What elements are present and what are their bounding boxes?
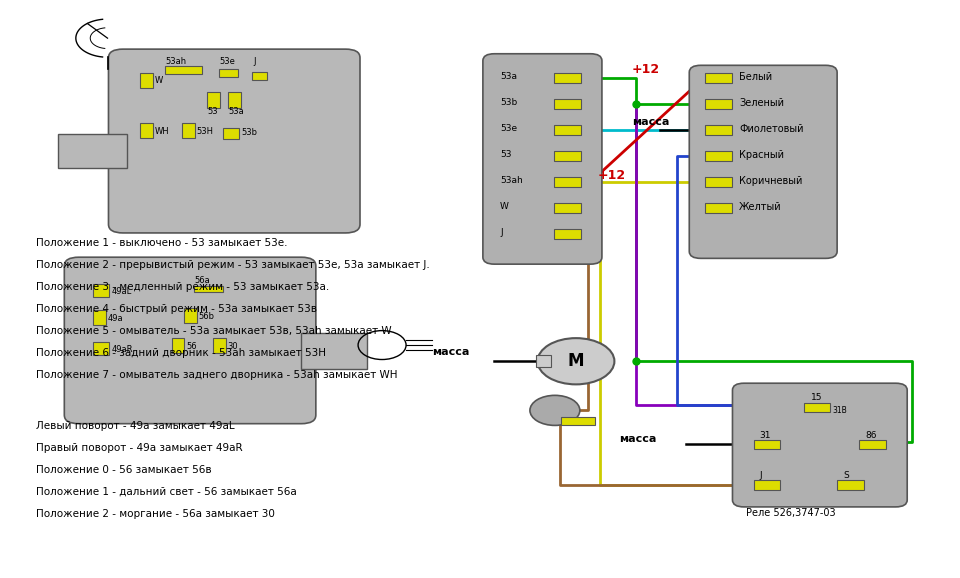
Bar — [561, 417, 595, 425]
Text: 53: 53 — [500, 150, 512, 159]
Text: 53H: 53H — [197, 127, 214, 135]
Text: Красный: Красный — [739, 150, 784, 160]
Text: Реле 526,3747-03: Реле 526,3747-03 — [746, 508, 835, 518]
Text: масса: масса — [432, 347, 469, 357]
Text: Правый поворот - 49а замыкает 49aR: Правый поворот - 49а замыкает 49aR — [36, 443, 243, 453]
Text: Положение 4 - быстрый режим - 53а замыкает 53в: Положение 4 - быстрый режим - 53а замыка… — [36, 304, 318, 314]
Text: 49a: 49a — [108, 314, 123, 323]
Text: 49aR: 49aR — [111, 345, 132, 354]
Text: W: W — [500, 202, 509, 211]
Text: масса: масса — [632, 117, 669, 127]
Text: 30: 30 — [228, 342, 238, 351]
Bar — [554, 125, 581, 135]
Bar — [223, 128, 239, 139]
Circle shape — [538, 338, 614, 384]
Text: Положение 6 - задний дворник - 53ah замыкает 53H: Положение 6 - задний дворник - 53ah замы… — [36, 348, 326, 358]
Text: 56b: 56b — [199, 312, 215, 321]
Bar — [754, 440, 780, 449]
Bar — [804, 403, 830, 412]
Text: Белый: Белый — [739, 72, 773, 82]
Text: 53e: 53e — [219, 57, 235, 65]
Text: 86: 86 — [865, 431, 876, 439]
Text: 53b: 53b — [500, 98, 517, 107]
Text: Левый поворот - 49а замыкает 49aL: Левый поворот - 49а замыкает 49aL — [36, 421, 235, 431]
Bar — [252, 72, 267, 80]
Bar — [554, 151, 581, 161]
Text: J: J — [759, 471, 762, 480]
Bar — [219, 69, 238, 77]
Bar — [554, 99, 581, 109]
Text: Положение 1 - выключено - 53 замыкает 53е.: Положение 1 - выключено - 53 замыкает 53… — [36, 238, 288, 248]
Bar — [859, 440, 886, 449]
Text: 53a: 53a — [500, 72, 517, 81]
Text: +12: +12 — [598, 169, 626, 182]
FancyBboxPatch shape — [732, 383, 907, 507]
Text: 53ah: 53ah — [165, 57, 186, 65]
FancyBboxPatch shape — [64, 257, 316, 424]
Bar — [184, 308, 197, 323]
Bar — [754, 480, 780, 490]
Bar — [172, 338, 184, 353]
Text: 49aL: 49aL — [111, 287, 132, 295]
Text: 53a: 53a — [228, 108, 244, 116]
Text: S: S — [843, 471, 849, 480]
Bar — [301, 333, 367, 369]
Bar — [93, 310, 106, 325]
FancyBboxPatch shape — [689, 65, 837, 258]
Bar — [228, 92, 241, 108]
Text: 56: 56 — [186, 342, 197, 351]
Text: Желтый: Желтый — [739, 202, 781, 212]
Text: 31: 31 — [759, 431, 771, 439]
Text: J: J — [253, 57, 256, 65]
Bar — [93, 284, 109, 297]
Text: Положение 1 - дальний свет - 56 замыкает 56а: Положение 1 - дальний свет - 56 замыкает… — [36, 487, 298, 497]
Text: WH: WH — [155, 127, 169, 135]
Text: Положение 5 - омыватель - 53а замыкает 53в, 53ah замыкает W: Положение 5 - омыватель - 53а замыкает 5… — [36, 326, 392, 336]
Bar — [837, 480, 864, 490]
Bar — [705, 99, 732, 109]
FancyBboxPatch shape — [483, 54, 602, 264]
Bar — [705, 203, 732, 213]
Text: Положение 0 - 56 замыкает 56в: Положение 0 - 56 замыкает 56в — [36, 465, 212, 475]
Text: 53ah: 53ah — [500, 176, 523, 185]
Text: 53e: 53e — [500, 124, 517, 133]
Bar — [194, 286, 223, 292]
Bar — [182, 123, 195, 138]
Circle shape — [530, 395, 580, 425]
FancyBboxPatch shape — [108, 49, 360, 233]
Text: Положение 7 - омыватель заднего дворника - 53ah замыкает WH: Положение 7 - омыватель заднего дворника… — [36, 370, 398, 380]
Bar — [554, 229, 581, 239]
Bar — [207, 92, 220, 108]
Bar — [554, 203, 581, 213]
Text: 56a: 56a — [194, 276, 209, 285]
Text: Фиолетовый: Фиолетовый — [739, 124, 804, 134]
Bar — [705, 151, 732, 161]
Text: 31B: 31B — [832, 406, 847, 415]
Text: +12: +12 — [632, 64, 660, 76]
Bar — [705, 177, 732, 187]
Bar — [165, 66, 202, 74]
Bar — [705, 73, 732, 83]
Text: масса: масса — [619, 434, 657, 444]
Bar — [93, 342, 109, 355]
Text: W: W — [155, 76, 163, 85]
Text: Положение 2 - прерывистый режим - 53 замыкает 53е, 53а замыкает J.: Положение 2 - прерывистый режим - 53 зам… — [36, 260, 430, 270]
Text: 53b: 53b — [241, 128, 257, 137]
Bar — [58, 134, 127, 168]
Text: J: J — [500, 228, 503, 237]
Text: 53: 53 — [207, 108, 218, 116]
Text: 15: 15 — [811, 393, 823, 402]
Text: Положение 2 - моргание - 56а замыкает 30: Положение 2 - моргание - 56а замыкает 30 — [36, 509, 276, 518]
Text: M: M — [567, 352, 585, 370]
Bar — [705, 125, 732, 135]
Text: Положение 3 - медленный режим - 53 замыкает 53а.: Положение 3 - медленный режим - 53 замык… — [36, 282, 329, 292]
Bar — [554, 177, 581, 187]
Text: Коричневый: Коричневый — [739, 176, 803, 186]
Bar — [140, 73, 153, 88]
Text: Зеленый: Зеленый — [739, 98, 784, 108]
Bar — [536, 355, 551, 367]
Bar — [554, 73, 581, 83]
Bar — [140, 123, 153, 138]
Bar — [213, 338, 226, 353]
